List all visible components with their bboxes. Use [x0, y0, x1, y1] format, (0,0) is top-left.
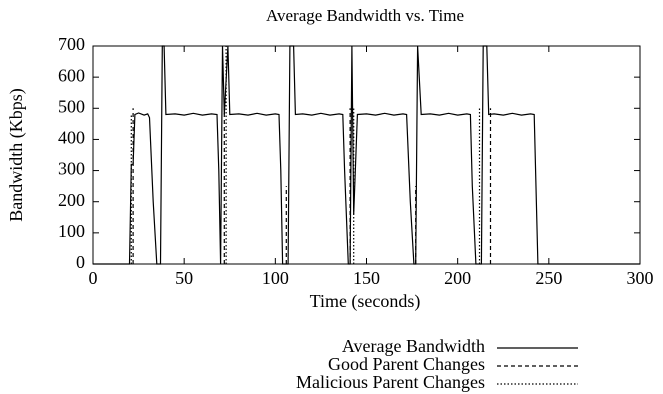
chart-title: Average Bandwidth vs. Time	[266, 6, 464, 25]
y-tick-label: 600	[58, 65, 85, 85]
series-line	[93, 45, 640, 265]
x-tick-label: 300	[627, 268, 654, 288]
x-tick-label: 150	[353, 268, 380, 288]
y-tick-label: 100	[58, 221, 85, 241]
y-tick-label: 400	[58, 128, 85, 148]
legend-label: Average Bandwidth	[342, 336, 485, 356]
x-tick-label: 250	[535, 268, 562, 288]
y-tick-label: 200	[58, 190, 85, 210]
y-tick-label: 700	[58, 34, 85, 54]
x-tick-label: 0	[89, 268, 98, 288]
plot-frame	[92, 45, 641, 265]
y-tick-label: 300	[58, 159, 85, 179]
y-tick-label: 0	[76, 252, 85, 272]
legend-label: Malicious Parent Changes	[296, 372, 485, 392]
x-tick-label: 50	[175, 268, 193, 288]
x-axis-label: Time (seconds)	[310, 291, 421, 312]
x-tick-label: 200	[444, 268, 471, 288]
y-axis-label: Bandwidth (Kbps)	[6, 88, 27, 222]
x-tick-label: 100	[262, 268, 289, 288]
legend-label: Good Parent Changes	[328, 354, 485, 374]
y-tick-label: 500	[58, 96, 85, 116]
